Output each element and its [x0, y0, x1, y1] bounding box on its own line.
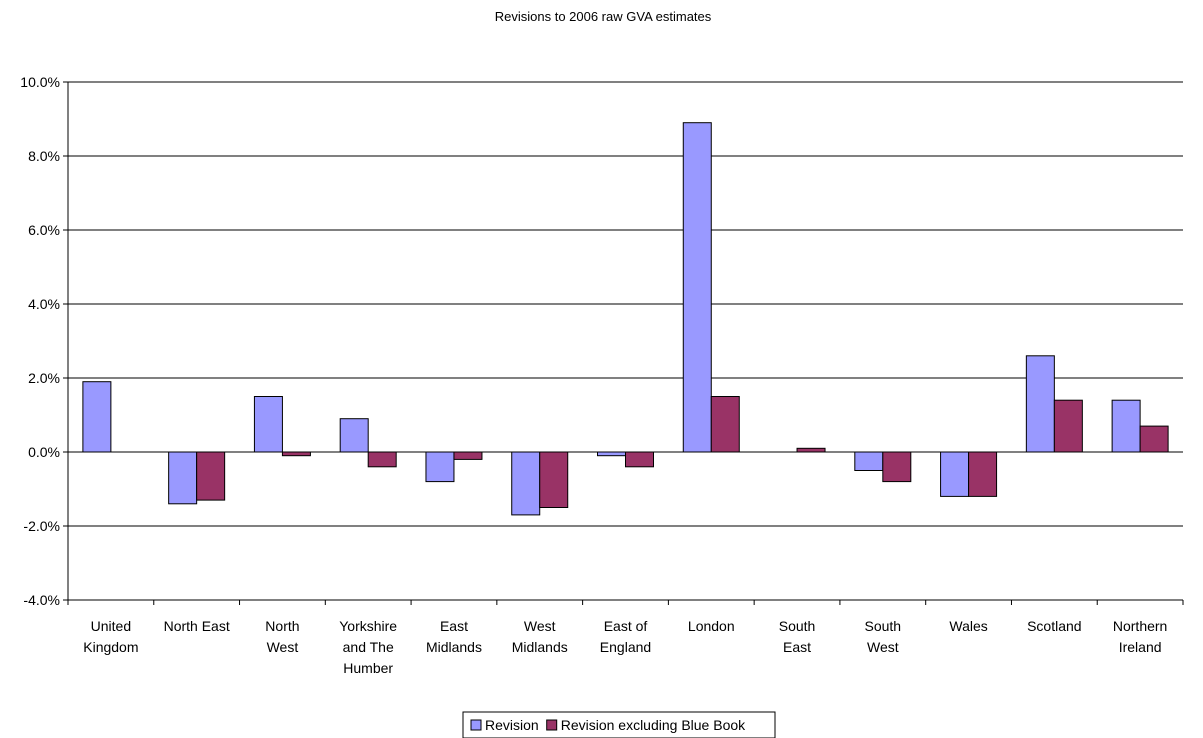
- bar: [196, 451, 226, 501]
- bar: [882, 451, 912, 483]
- y-tick-label: 2.0%: [28, 370, 60, 386]
- bar: [339, 418, 369, 453]
- bar: [597, 451, 626, 457]
- x-tick-label: United Kingdom: [83, 618, 138, 655]
- bar: [453, 451, 483, 460]
- bar: [253, 396, 283, 453]
- axes: [67, 82, 1183, 600]
- y-tick-label: -2.0%: [23, 518, 60, 534]
- bar: [710, 396, 740, 453]
- gridlines: [68, 81, 1183, 601]
- bar: [281, 451, 311, 457]
- bar: [539, 451, 569, 508]
- bar: [940, 451, 970, 497]
- x-axis-category-labels: United Kingdom North East North West Yorkshir…: [67, 600, 1184, 676]
- x-tick-label: Northern Ireland: [1113, 618, 1167, 655]
- bar: [1139, 425, 1169, 453]
- x-tick-label: South East: [779, 618, 816, 655]
- bar: [1025, 355, 1055, 453]
- x-tick-label: North West: [265, 618, 299, 655]
- legend-box: [462, 711, 776, 738]
- bar: [168, 451, 198, 505]
- x-tick-label: South West: [865, 618, 902, 655]
- legend: Revision Revision excluding Blue Book: [462, 711, 776, 738]
- y-tick-label: 0.0%: [28, 444, 60, 460]
- legend-swatch: [470, 719, 482, 731]
- bar: [425, 451, 455, 483]
- bar: [854, 451, 884, 471]
- x-tick-label: East of England: [600, 618, 651, 655]
- bar: [968, 451, 998, 497]
- x-tick-label: Wales: [949, 618, 987, 634]
- bar: [367, 451, 397, 468]
- chart-title: Revisions to 2006 raw GVA estimates: [495, 9, 712, 24]
- x-tick-label: West Midlands: [512, 618, 568, 655]
- bar: [796, 447, 826, 453]
- y-tick-label: 10.0%: [20, 74, 60, 90]
- bar: [682, 122, 712, 453]
- legend-swatch: [546, 719, 558, 731]
- bars: [82, 122, 1169, 516]
- bar: [82, 381, 112, 453]
- bar: [1053, 399, 1083, 453]
- x-tick-label: London: [688, 618, 735, 634]
- y-tick-label: 6.0%: [28, 222, 60, 238]
- y-tick-label: -4.0%: [23, 592, 60, 608]
- y-tick-label: 8.0%: [28, 148, 60, 164]
- x-tick-label: Yorkshire and The Humber: [339, 618, 397, 676]
- legend-label: Revision excluding Blue Book: [561, 717, 746, 733]
- legend-label: Revision: [485, 717, 539, 733]
- x-tick-label: East Midlands: [426, 618, 482, 655]
- x-tick-label: North East: [164, 618, 230, 634]
- bar: [511, 451, 541, 516]
- y-axis-ticks: -4.0% -2.0% 0.0% 2.0% 4.0% 6.0% 8.0% 10.0%: [20, 74, 68, 608]
- x-tick-label: Scotland: [1027, 618, 1081, 634]
- bar: [625, 451, 654, 468]
- bar: [1111, 399, 1141, 453]
- y-tick-label: 4.0%: [28, 296, 60, 312]
